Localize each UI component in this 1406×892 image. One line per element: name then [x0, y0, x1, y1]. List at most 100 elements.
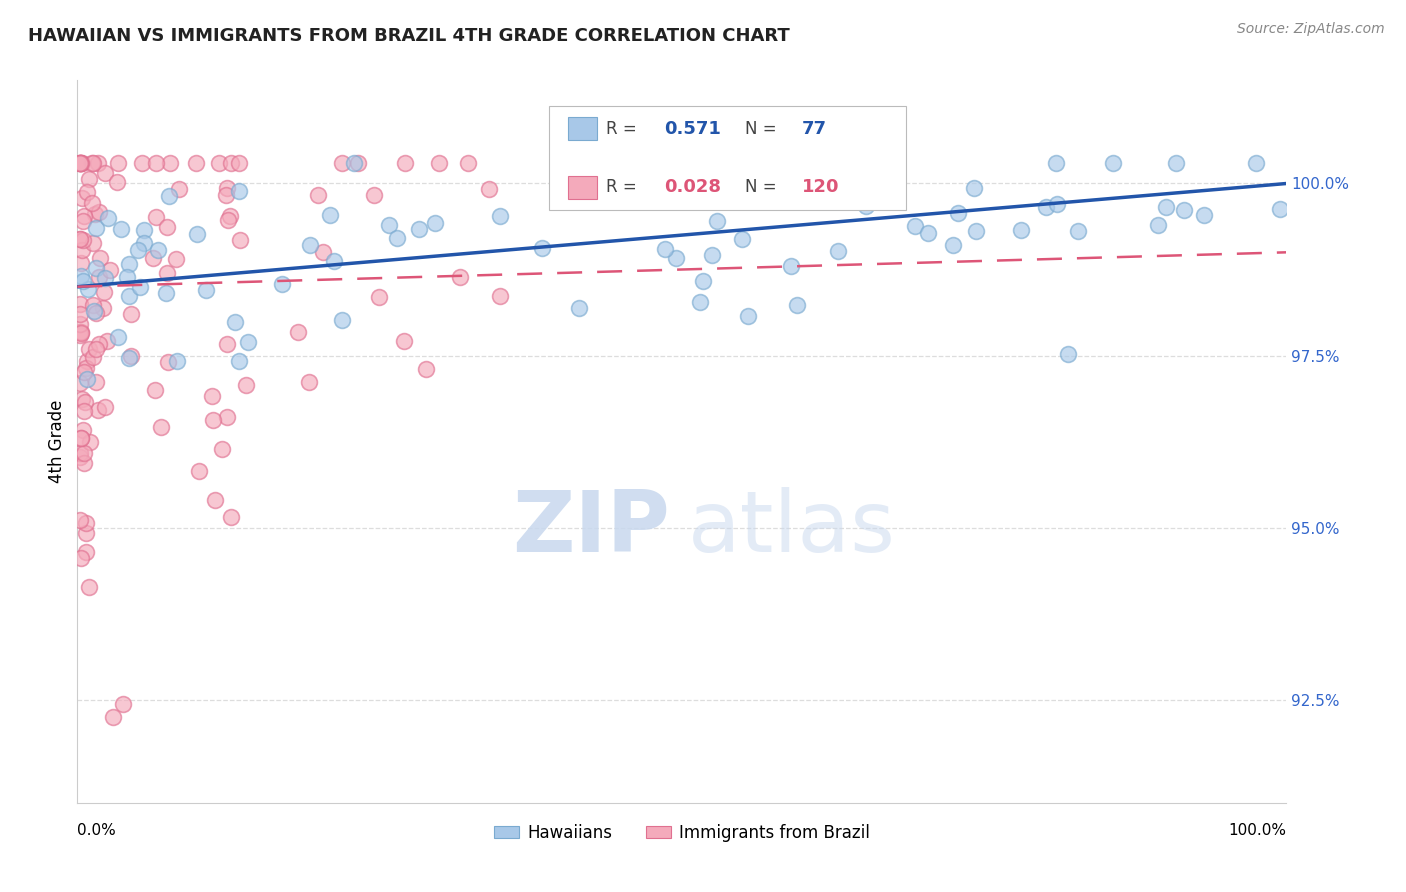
Point — [73, 365, 96, 379]
Point — [228, 353, 250, 368]
Point — [84, 221, 107, 235]
Point — [664, 251, 686, 265]
Point — [84, 342, 107, 356]
Point — [394, 156, 416, 170]
Point — [70, 326, 93, 340]
Point — [69, 513, 91, 527]
Point — [457, 156, 479, 170]
Point — [1057, 347, 1080, 361]
Point — [145, 156, 167, 170]
Point — [1268, 202, 1291, 216]
Point — [89, 251, 111, 265]
Point — [150, 420, 173, 434]
Point — [89, 337, 111, 351]
FancyBboxPatch shape — [568, 176, 598, 199]
Point — [342, 156, 364, 170]
Point — [1244, 156, 1267, 170]
Point — [217, 212, 239, 227]
Point — [702, 248, 724, 262]
Point — [118, 257, 141, 271]
Point — [1164, 156, 1187, 170]
Point — [87, 270, 110, 285]
Point — [942, 238, 965, 252]
Point — [103, 710, 125, 724]
Point — [70, 431, 93, 445]
Point — [93, 166, 115, 180]
Point — [98, 263, 121, 277]
Point — [165, 252, 187, 266]
Point — [73, 446, 96, 460]
Point — [120, 349, 142, 363]
Point — [855, 199, 877, 213]
Point — [107, 156, 129, 170]
Text: N =: N = — [745, 120, 776, 137]
Point — [69, 232, 91, 246]
Point — [429, 156, 451, 170]
Point — [219, 156, 242, 170]
Point — [169, 182, 191, 196]
Text: 0.0%: 0.0% — [77, 823, 117, 838]
Text: 0.571: 0.571 — [664, 120, 721, 137]
Point — [201, 389, 224, 403]
Point — [87, 205, 110, 219]
Point — [312, 245, 335, 260]
Point — [142, 252, 165, 266]
Text: 0.028: 0.028 — [664, 178, 721, 196]
Point — [706, 213, 728, 227]
Point — [654, 242, 676, 256]
Point — [69, 431, 91, 445]
Point — [1010, 223, 1032, 237]
Point — [385, 231, 408, 245]
Point — [1173, 203, 1195, 218]
Point — [737, 309, 759, 323]
Point — [224, 315, 246, 329]
Point — [307, 187, 329, 202]
Point — [904, 219, 927, 234]
Point — [70, 243, 93, 257]
Point — [72, 214, 94, 228]
Point — [70, 156, 93, 170]
FancyBboxPatch shape — [568, 117, 598, 140]
Point — [1147, 219, 1170, 233]
Point — [131, 156, 153, 170]
Point — [70, 551, 93, 566]
Text: atlas: atlas — [688, 487, 896, 570]
Point — [208, 156, 231, 170]
Point — [127, 243, 149, 257]
Point — [134, 223, 156, 237]
Point — [187, 464, 209, 478]
Point — [159, 156, 181, 170]
Point — [146, 243, 169, 257]
Point — [79, 342, 101, 356]
Point — [236, 335, 259, 350]
Point — [963, 181, 986, 195]
Text: R =: R = — [606, 178, 637, 196]
Point — [84, 207, 107, 221]
Point — [1101, 156, 1123, 170]
Point — [117, 351, 139, 366]
Point — [84, 375, 107, 389]
Point — [323, 253, 346, 268]
Point — [93, 400, 115, 414]
Point — [194, 283, 217, 297]
Point — [965, 224, 987, 238]
Point — [70, 268, 93, 283]
Point — [489, 209, 512, 223]
Point — [77, 282, 100, 296]
Point — [83, 304, 105, 318]
Point — [70, 156, 93, 170]
Point — [689, 295, 711, 310]
Point — [72, 274, 94, 288]
Point — [394, 334, 416, 349]
Text: N =: N = — [745, 178, 776, 196]
Point — [105, 175, 128, 189]
Point — [917, 226, 939, 240]
Point — [363, 188, 385, 202]
Point — [76, 372, 98, 386]
Point — [76, 354, 98, 368]
Point — [72, 424, 94, 438]
Point — [287, 325, 309, 339]
Point — [692, 275, 714, 289]
Point — [75, 525, 97, 540]
Point — [478, 182, 501, 196]
